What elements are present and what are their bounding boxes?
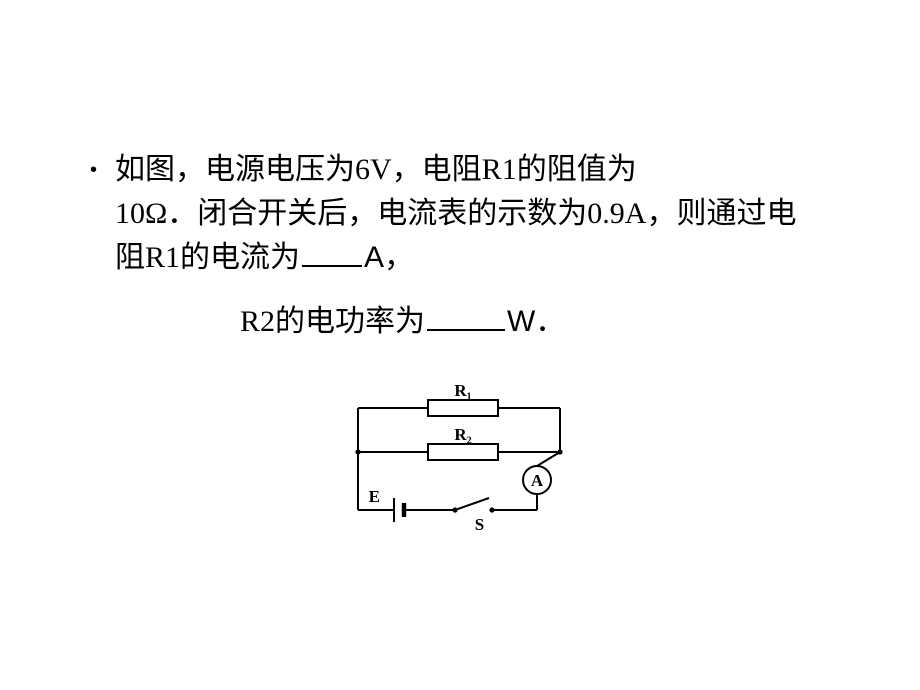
svg-text:R₁: R₁ (454, 381, 471, 400)
problem-text: 如图，电源电压为6V，电阻R1的阻值为 10Ω．闭合开关后，电流表的示数为0.9… (115, 148, 815, 280)
svg-text:S: S (475, 515, 484, 534)
problem-line-b-after: A， (364, 241, 414, 274)
problem-line-b-before: 10Ω．闭合开关后，电流表的示数为0.9A，则通过电阻R1的电流为 (115, 197, 796, 274)
circuit-diagram: R₁ R₂ A E S (340, 380, 578, 545)
blank-2 (427, 302, 505, 331)
blank-1 (302, 238, 362, 267)
bullet-dot: • (90, 148, 97, 192)
problem-line-a: 如图，电源电压为6V，电阻R1的阻值为 (115, 153, 637, 186)
problem-line-c-before: R2的电功率为 (240, 305, 425, 338)
svg-text:E: E (369, 487, 380, 506)
problem-line-c-after: W． (507, 305, 565, 338)
svg-text:R₂: R₂ (454, 425, 471, 444)
problem-line-c: R2的电功率为 W． (240, 300, 565, 344)
problem-block: • 如图，电源电压为6V，电阻R1的阻值为 10Ω．闭合开关后，电流表的示数为0… (90, 148, 815, 280)
circuit-svg: R₁ R₂ A E S (340, 380, 578, 545)
svg-text:A: A (531, 471, 544, 490)
slide: • 如图，电源电压为6V，电阻R1的阻值为 10Ω．闭合开关后，电流表的示数为0… (0, 0, 920, 690)
